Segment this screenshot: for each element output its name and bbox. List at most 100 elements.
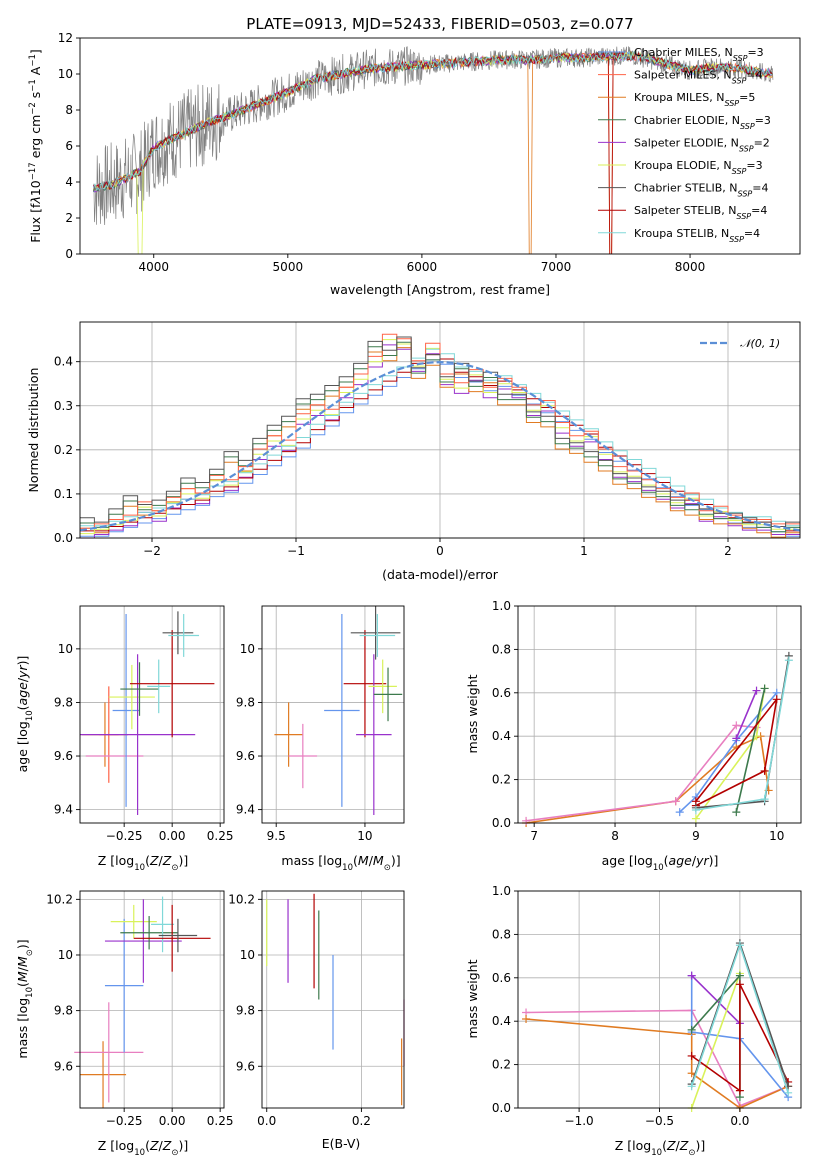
x-label-text: / xyxy=(692,853,697,868)
y-tick-label: 8 xyxy=(65,103,73,117)
y-tick-label: 0.4 xyxy=(54,355,73,369)
x-label-sub: 10 xyxy=(134,863,145,873)
y-tick-label: 10 xyxy=(58,67,73,81)
x-label-text: Z xyxy=(666,1138,676,1153)
x-tick-label: 0.0 xyxy=(257,1114,276,1128)
y-tick-label: 0.2 xyxy=(54,443,73,457)
y-label-text: yr xyxy=(15,665,30,679)
mass-weight-vs-age-x-label: age [log10(age/yr)] xyxy=(602,853,719,873)
x-label-text: )] xyxy=(178,853,188,868)
age-vs-mass-y-ticks: 9.4 9.6 9.8 10 xyxy=(236,642,262,817)
weight-marker xyxy=(735,980,744,989)
legend-subscript: SSP xyxy=(729,234,744,243)
weight-marker xyxy=(735,971,744,980)
y-tick-label: 10 xyxy=(58,948,73,962)
x-label-text: Z xyxy=(149,853,159,868)
weight-marker xyxy=(760,766,769,775)
x-label-text: ( xyxy=(662,1138,667,1153)
weight-marker xyxy=(784,1088,793,1097)
x-label-sub: ⊙ xyxy=(688,1148,695,1158)
errorbar-point xyxy=(74,1002,144,1103)
spectrum-y-label-part: 10 xyxy=(28,180,43,196)
errorbar-point xyxy=(108,664,155,730)
weight-marker xyxy=(735,941,744,950)
y-tick-label: 2 xyxy=(65,211,73,225)
spectrum-y-label-exp: −1 xyxy=(28,79,38,92)
mass-vs-metallicity-y-label: mass [log10(M/M⊙)] xyxy=(15,939,35,1058)
legend-subscript: SSP xyxy=(736,212,751,221)
spectrum-x-label: wavelength [Angstrom, rest frame] xyxy=(330,282,550,297)
weight-marker xyxy=(687,1082,696,1091)
errorbar-point xyxy=(120,662,159,716)
mass-weight-vs-metallicity-y-ticks: 0.0 0.2 0.4 0.6 0.8 1.0 xyxy=(492,884,518,1115)
x-tick-label: 4000 xyxy=(138,260,169,274)
legend-count: =4 xyxy=(752,182,768,195)
age-vs-mass-x-ticks: 9.5 10 xyxy=(267,823,373,843)
x-tick-label: −2 xyxy=(143,544,161,558)
y-tick-label: 12 xyxy=(58,31,73,45)
errorbar-point xyxy=(120,916,178,950)
legend-entry-label: Kroupa ELODIE, NSSP=3 xyxy=(634,159,763,176)
y-tick-label: 10.2 xyxy=(46,892,73,906)
weight-line xyxy=(525,1009,789,1107)
x-label-text: M xyxy=(358,853,369,868)
y-tick-label: 10 xyxy=(240,642,255,656)
x-label-sub: 10 xyxy=(134,1148,145,1158)
x-tick-label: 9 xyxy=(692,829,700,843)
y-label-text: ( xyxy=(15,982,30,987)
weight-line xyxy=(735,688,766,813)
x-label-text: / xyxy=(676,1138,681,1153)
x-label-text: )] xyxy=(391,853,401,868)
mass-weight-vs-age-plot-area xyxy=(522,651,793,827)
x-label-text: Z xyxy=(149,1138,159,1153)
age-vs-mass-frame xyxy=(261,605,405,824)
y-tick-label: 0.3 xyxy=(54,399,73,413)
mass-weight-vs-age-frame xyxy=(517,605,802,824)
weight-series xyxy=(732,684,769,817)
weight-marker xyxy=(732,721,741,730)
x-tick-label: −1 xyxy=(287,544,305,558)
x-label-text: Z xyxy=(162,1138,172,1153)
legend-entry-label: Salpeter STELIB, NSSP=4 xyxy=(634,204,767,221)
mass-vs-metallicity-y-ticks: 9.6 9.8 10 10.2 xyxy=(46,892,80,1073)
errorbar-point xyxy=(112,614,140,807)
weight-marker xyxy=(732,734,741,743)
y-tick-label: 0.0 xyxy=(492,816,511,830)
y-label-text: age [log xyxy=(15,721,30,772)
weight-series xyxy=(522,1015,793,1112)
spectrum-y-label-lambda: λ xyxy=(28,196,43,204)
y-tick-label: 0.2 xyxy=(492,773,511,787)
y-tick-label: 10 xyxy=(58,642,73,656)
age-vs-mass-panel: 9.5 10 9.49.69.810 mass [log10(M/M⊙)] xyxy=(236,605,405,873)
legend-count: =2 xyxy=(754,136,770,149)
weight-series xyxy=(687,980,793,1095)
x-label-text: / xyxy=(159,1138,164,1153)
age-vs-metallicity-y-label: age [log10(age/yr)] xyxy=(15,656,35,773)
spectrum-x-ticks: 4000 5000 6000 7000 8000 xyxy=(138,254,705,274)
spectrum-lines xyxy=(92,46,774,254)
y-label-text: age xyxy=(15,682,30,706)
errorbar-point xyxy=(133,904,211,972)
mass-weight-vs-metallicity-y-label: mass weight xyxy=(465,959,480,1038)
x-tick-label: 0.25 xyxy=(207,829,234,843)
weight-marker xyxy=(760,795,769,804)
y-tick-label: 9.8 xyxy=(236,1004,255,1018)
y-tick-label: 0.8 xyxy=(492,927,511,941)
y-label-sub: 10 xyxy=(25,987,35,998)
x-label-text: / xyxy=(369,853,374,868)
x-tick-label: 0.00 xyxy=(159,1114,186,1128)
y-tick-label: 4 xyxy=(65,175,73,189)
y-tick-label: 0.2 xyxy=(492,1058,511,1072)
x-label-text: ( xyxy=(145,853,150,868)
weight-series xyxy=(687,941,793,1097)
age-vs-metallicity-plot-area xyxy=(80,611,215,815)
x-label-sub: ⊙ xyxy=(384,863,391,873)
mass-vs-metallicity-x-ticks: −0.25 0.00 0.25 xyxy=(106,1108,234,1128)
mass-weight-vs-metallicity-panel: −1.0 −0.5 0.0 0.0 0.2 0.4 0.6 0.8 1.0 Z [log10(… xyxy=(465,884,802,1158)
spectrum-panel: PLATE=0913, MJD=52433, FIBERID=0503, z=0… xyxy=(28,15,801,297)
x-tick-label: 0.00 xyxy=(159,829,186,843)
weight-line xyxy=(691,983,789,1093)
legend-entry-label: Salpeter MILES, NSSP=4 xyxy=(634,69,763,86)
x-tick-label: 1 xyxy=(580,544,588,558)
errorbar-point xyxy=(350,606,401,660)
